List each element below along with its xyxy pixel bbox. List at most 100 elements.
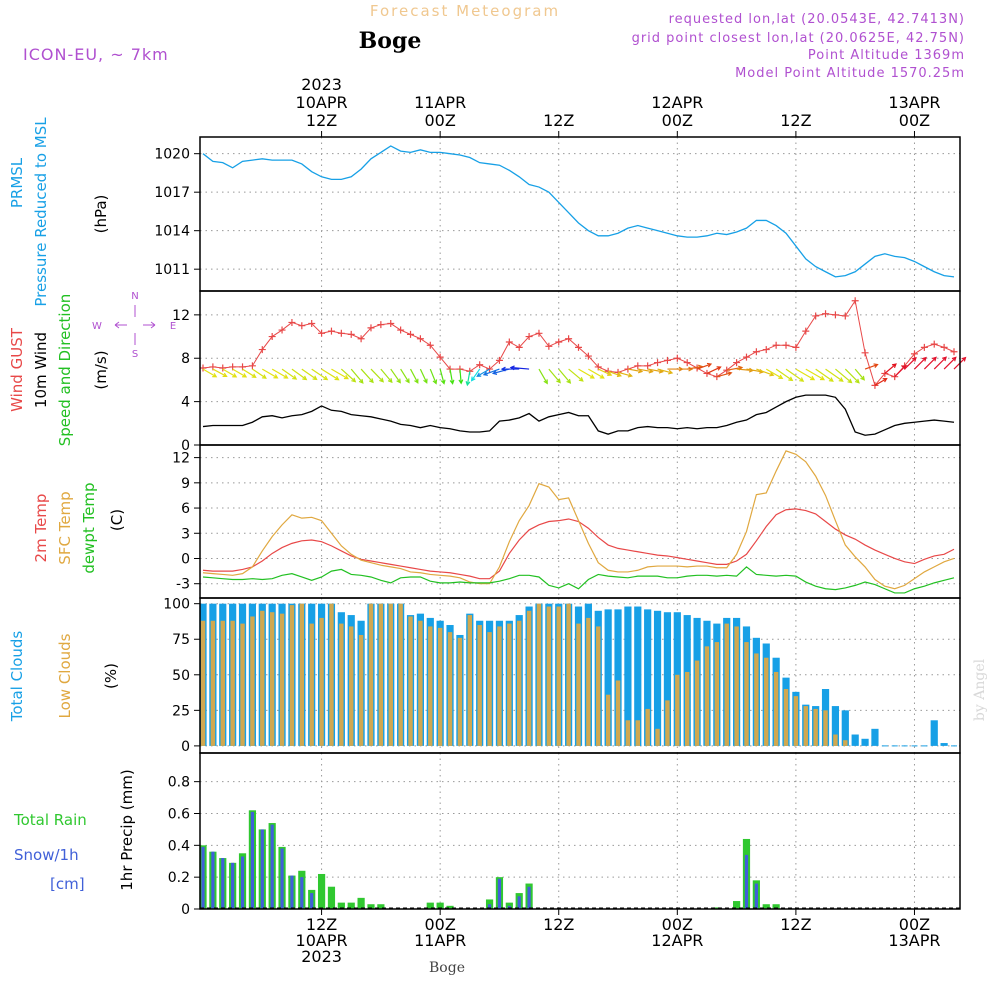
wind-direction-arrow (785, 368, 805, 382)
frame-layer (194, 131, 961, 915)
rain-bar (367, 904, 375, 909)
footer-location: Boge (429, 960, 465, 976)
gust-marker (881, 369, 889, 377)
gust-marker (683, 359, 691, 367)
precip-label: 1hr Precip (mm) (118, 769, 136, 890)
wind-direction-arrow (429, 368, 438, 385)
gust-marker (555, 338, 563, 346)
low-cloud-bar (250, 616, 255, 746)
wind-direction-arrow (558, 368, 572, 384)
time-label-bottom: 00Z (899, 915, 930, 934)
gust-marker (920, 343, 928, 351)
wind-direction-arrow (370, 368, 385, 383)
time-label-top: 00Z (662, 111, 693, 130)
gust-marker (822, 310, 830, 318)
total-cloud-bar (653, 610, 662, 746)
gust-marker (357, 335, 365, 343)
wind-direction-arrow (923, 356, 937, 370)
low-cloud-bar (734, 626, 739, 746)
wind-direction-arrow (696, 362, 713, 370)
gust-marker (654, 359, 662, 367)
compass-north: N (131, 291, 138, 302)
time-label-top: 11APR (414, 93, 466, 112)
y-tick-label: 0.8 (168, 775, 190, 791)
low-cloud-bar (586, 617, 591, 746)
gust-marker (663, 356, 671, 364)
wind-direction-arrow (491, 368, 510, 375)
compass-south: S (132, 349, 138, 360)
gust-marker (515, 343, 523, 351)
wind-direction-arrow (578, 368, 595, 379)
low-cloud-bar (655, 728, 660, 746)
low-cloud-bar (299, 603, 305, 746)
wind-direction-arrow (500, 366, 520, 372)
snow-bar (260, 829, 264, 909)
low-cloud-bar (240, 623, 245, 746)
gust-marker (575, 343, 582, 351)
rain-bar (357, 897, 365, 909)
total-cloud-bar (940, 743, 948, 746)
wind-gust-label: Wind GUST (8, 327, 26, 412)
gust-marker (535, 329, 543, 337)
panel-frame (199, 752, 961, 910)
gust-marker (258, 346, 266, 354)
rain-bar (772, 904, 780, 909)
snow-bar (240, 856, 245, 909)
snow-bar (270, 824, 274, 909)
wind-direction-arrow (775, 368, 794, 382)
wind-direction-arrow (261, 368, 279, 379)
gust-marker (268, 333, 276, 341)
pressure-unit: (hPa) (92, 195, 110, 234)
low-cloud-bar (507, 623, 512, 746)
wind-direction-arrow (617, 371, 633, 378)
time-label-bottom: 00Z (424, 915, 455, 934)
gust-marker (318, 329, 326, 337)
gust-marker (644, 362, 652, 370)
low-cloud-bar (665, 700, 670, 746)
rain-bar (347, 902, 355, 909)
low-cloud-bar (675, 674, 680, 746)
gust-marker (476, 361, 484, 369)
low-cloud-bar (714, 642, 720, 746)
panel-frame (199, 136, 961, 292)
wind-direction-arrow (465, 371, 471, 387)
wind-direction-arrow (844, 368, 860, 384)
compass-east: E (170, 321, 176, 332)
wind10m-label: 10m Wind (32, 332, 50, 408)
time-label-bottom: 00Z (662, 915, 693, 934)
low-cloud-bar (210, 620, 216, 746)
compass-rose-icon (114, 305, 156, 345)
wind-direction-arrow (825, 368, 844, 382)
low-cloud-bar (704, 646, 710, 746)
low-cloud-bar (764, 657, 769, 746)
snow-bar (507, 905, 511, 909)
low-cloud-bar (349, 626, 354, 746)
time-label-top: 12APR (651, 93, 703, 112)
wind-direction-arrow (509, 365, 530, 371)
total-cloud-bar (851, 734, 859, 746)
wind-direction-arrow (943, 356, 957, 370)
wind-direction-arrow (795, 368, 816, 381)
y-tick-label: -3 (176, 577, 190, 593)
compass-west: W (92, 321, 102, 332)
snow-bar (487, 904, 492, 909)
snow-bar (517, 896, 521, 909)
wind-direction-arrow (242, 368, 257, 378)
wind-direction-arrow (854, 368, 865, 381)
y-tick-label: 1011 (154, 262, 190, 278)
gust-marker (812, 312, 820, 320)
gust-marker (831, 311, 839, 319)
wind-direction-arrow (568, 368, 584, 382)
wind-direction-arrow (301, 368, 318, 381)
wind-direction-arrow (815, 368, 834, 382)
y-tick-label: 12 (172, 451, 190, 467)
low-cloud-bar (645, 708, 650, 746)
gust-marker (713, 373, 721, 381)
gust-marker (930, 340, 938, 348)
low-cloud-bar (724, 623, 729, 746)
low-cloud-bar (309, 623, 314, 746)
gust-marker (308, 320, 316, 328)
gust-marker (861, 349, 869, 357)
y-tick-label: 12 (172, 308, 190, 324)
wind-direction-arrow (538, 368, 548, 385)
